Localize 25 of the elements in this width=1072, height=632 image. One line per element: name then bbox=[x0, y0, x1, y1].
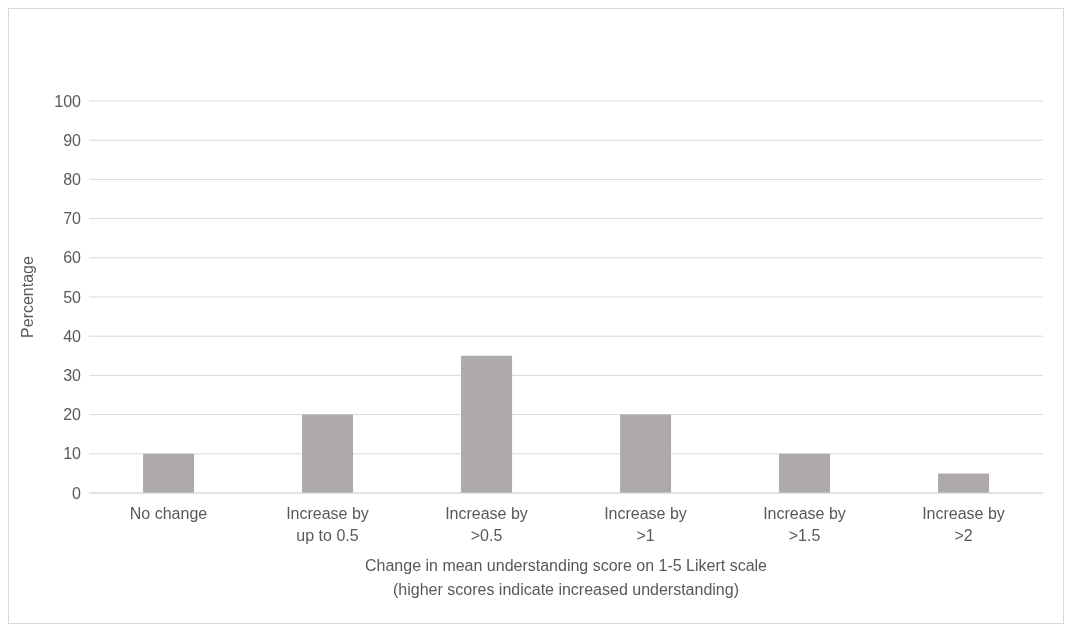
y-tick-label: 0 bbox=[72, 484, 82, 502]
x-tick-label: Increase by up to 0.5 bbox=[286, 505, 369, 544]
x-tick-label: Increase by >1 bbox=[604, 505, 687, 544]
y-tick-label: 10 bbox=[63, 445, 82, 463]
y-tick-label: 100 bbox=[54, 92, 82, 110]
x-axis-title: Change in mean understanding score on 1-5 Likert scale (higher scores indicate increased understanding) bbox=[364, 557, 768, 598]
x-tick-label: Increase by >0.5 bbox=[445, 505, 528, 544]
bar bbox=[620, 414, 672, 493]
bar bbox=[461, 355, 513, 493]
x-tick-label: Increase by >2 bbox=[922, 505, 1005, 544]
y-tick-label: 20 bbox=[63, 406, 82, 424]
x-tick-label: Increase by >1.5 bbox=[763, 505, 846, 544]
bar bbox=[938, 473, 990, 493]
x-tick-label: No change bbox=[129, 505, 208, 522]
y-tick-label: 70 bbox=[63, 210, 82, 228]
y-axis-title: Percentage bbox=[18, 255, 36, 338]
y-tick-label: 30 bbox=[63, 367, 82, 385]
y-tick-label: 40 bbox=[63, 327, 82, 345]
bar bbox=[143, 453, 195, 493]
bar bbox=[779, 453, 831, 493]
y-tick-label: 80 bbox=[63, 171, 82, 189]
bar bbox=[302, 414, 354, 493]
y-tick-label: 50 bbox=[63, 288, 82, 306]
y-tick-label: 60 bbox=[63, 249, 82, 267]
y-tick-label: 90 bbox=[63, 131, 82, 149]
